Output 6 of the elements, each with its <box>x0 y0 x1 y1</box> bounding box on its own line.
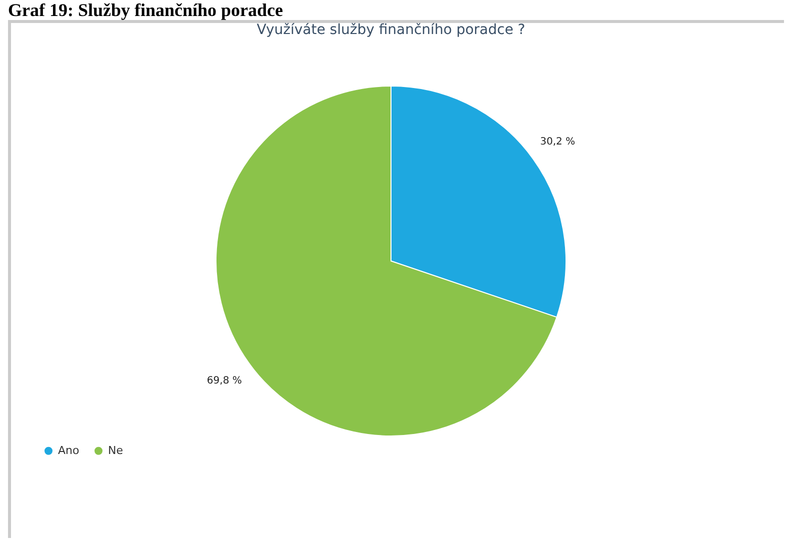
text: Graf 19: Služby finančního poradce <box>8 0 284 20</box>
data-label: 30,2 % <box>540 136 576 148</box>
data-label: 69,8 % <box>206 375 242 386</box>
legend-label: Ne <box>108 444 124 457</box>
chart-title: Využíváte služby finančního poradce ? <box>256 22 526 38</box>
legend-label: Ano <box>58 444 80 457</box>
